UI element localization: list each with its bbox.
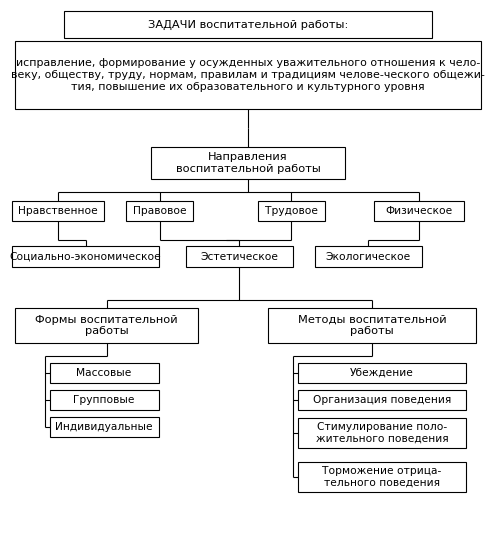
Text: Убеждение: Убеждение [350, 368, 414, 378]
FancyBboxPatch shape [151, 147, 345, 179]
FancyBboxPatch shape [186, 246, 293, 267]
Text: Торможение отрица-
тельного поведения: Торможение отрица- тельного поведения [322, 466, 441, 487]
Text: исправление, формирование у осужденных уважительного отношения к чело-
веку, общ: исправление, формирование у осужденных у… [11, 58, 485, 92]
Text: Правовое: Правовое [133, 206, 187, 216]
Text: Организация поведения: Организация поведения [313, 395, 451, 405]
Text: Массовые: Массовые [76, 368, 132, 378]
FancyBboxPatch shape [268, 308, 476, 343]
Text: Нравственное: Нравственное [18, 206, 98, 216]
Text: Физическое: Физическое [385, 206, 453, 216]
FancyBboxPatch shape [50, 363, 159, 383]
FancyBboxPatch shape [298, 462, 466, 492]
Text: Экологическое: Экологическое [326, 252, 411, 262]
Text: Социально-экономическое: Социально-экономическое [10, 252, 161, 262]
Text: Направления
воспитательной работы: Направления воспитательной работы [176, 152, 320, 174]
Text: Групповые: Групповые [73, 395, 135, 405]
FancyBboxPatch shape [12, 201, 104, 221]
FancyBboxPatch shape [298, 390, 466, 410]
FancyBboxPatch shape [50, 390, 159, 410]
Text: Индивидуальные: Индивидуальные [56, 422, 153, 432]
FancyBboxPatch shape [12, 246, 159, 267]
FancyBboxPatch shape [258, 201, 325, 221]
FancyBboxPatch shape [126, 201, 193, 221]
FancyBboxPatch shape [298, 363, 466, 383]
FancyBboxPatch shape [15, 41, 481, 109]
Text: Стимулирование поло-
жительного поведения: Стимулирование поло- жительного поведени… [315, 422, 448, 444]
FancyBboxPatch shape [50, 417, 159, 437]
FancyBboxPatch shape [15, 308, 198, 343]
Text: Трудовое: Трудовое [265, 206, 318, 216]
Text: Методы воспитательной
работы: Методы воспитательной работы [298, 315, 446, 336]
FancyBboxPatch shape [298, 418, 466, 448]
FancyBboxPatch shape [64, 11, 432, 38]
Text: ЗАДАЧИ воспитательной работы:: ЗАДАЧИ воспитательной работы: [148, 20, 348, 29]
FancyBboxPatch shape [374, 201, 464, 221]
Text: Формы воспитательной
работы: Формы воспитательной работы [35, 315, 178, 336]
FancyBboxPatch shape [315, 246, 422, 267]
Text: Эстетическое: Эстетическое [200, 252, 278, 262]
